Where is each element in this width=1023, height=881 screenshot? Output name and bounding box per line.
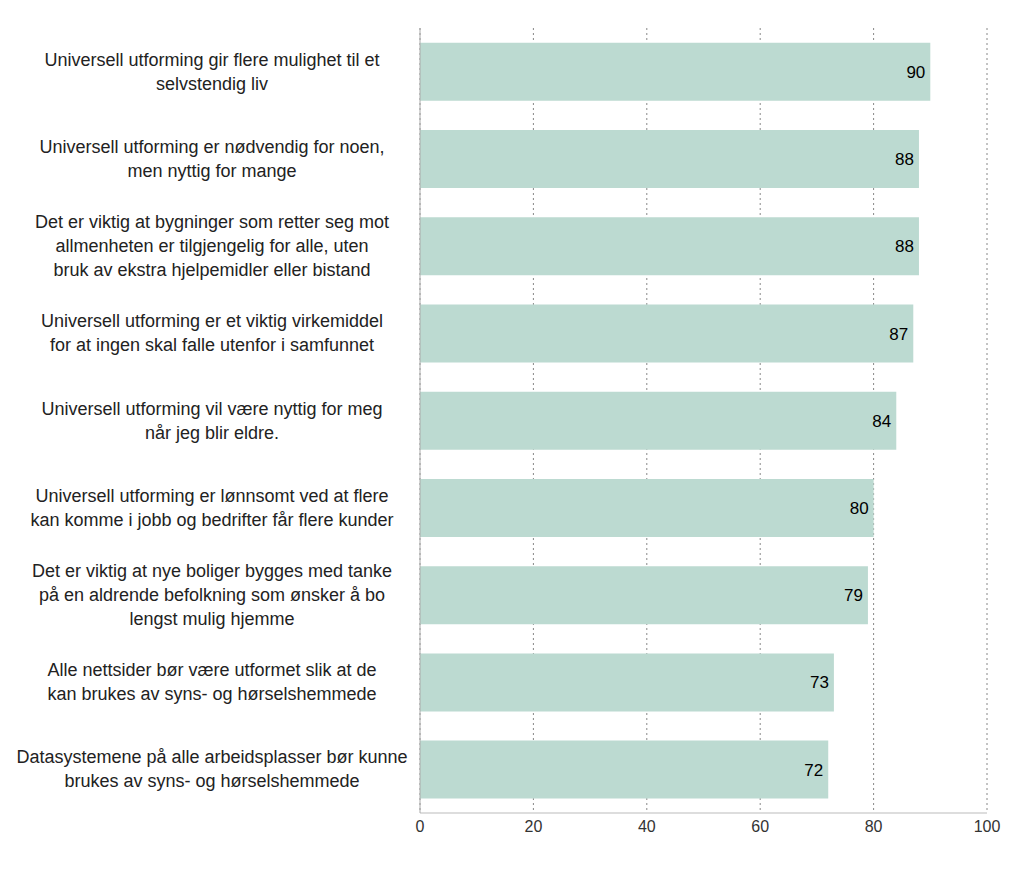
- svg-text:80: 80: [865, 818, 883, 835]
- svg-text:Det er viktig at bygninger som: Det er viktig at bygninger som retter se…: [35, 212, 389, 280]
- svg-text:80: 80: [850, 499, 869, 518]
- svg-text:Datasystemene på alle arbeidsp: Datasystemene på alle arbeidsplasser bør…: [16, 747, 407, 791]
- svg-text:0: 0: [416, 818, 425, 835]
- svg-text:88: 88: [895, 237, 914, 256]
- svg-text:88: 88: [895, 150, 914, 169]
- svg-text:90: 90: [906, 63, 925, 82]
- svg-text:100: 100: [974, 818, 1001, 835]
- svg-text:Alle nettsider bør være utform: Alle nettsider bør være utformet slik at…: [47, 660, 376, 704]
- svg-text:87: 87: [889, 325, 908, 344]
- svg-text:84: 84: [872, 412, 891, 431]
- svg-text:Universell utforming er nødven: Universell utforming er nødvendig for no…: [39, 137, 384, 181]
- svg-text:Universell utforming er et vik: Universell utforming er et viktig virkem…: [41, 311, 383, 355]
- svg-text:Universell utforming gir flere: Universell utforming gir flere mulighet …: [44, 50, 379, 94]
- svg-text:73: 73: [810, 673, 829, 692]
- svg-text:Det er viktig at nye boliger b: Det er viktig at nye boliger bygges med …: [32, 561, 392, 629]
- svg-text:40: 40: [638, 818, 656, 835]
- svg-text:20: 20: [525, 818, 543, 835]
- svg-text:72: 72: [804, 761, 823, 780]
- svg-text:Universell utforming er lønnso: Universell utforming er lønnsomt ved at …: [30, 486, 393, 530]
- svg-text:Universell utforming vil være: Universell utforming vil være nyttig for…: [41, 399, 382, 443]
- svg-text:60: 60: [751, 818, 769, 835]
- svg-text:79: 79: [844, 586, 863, 605]
